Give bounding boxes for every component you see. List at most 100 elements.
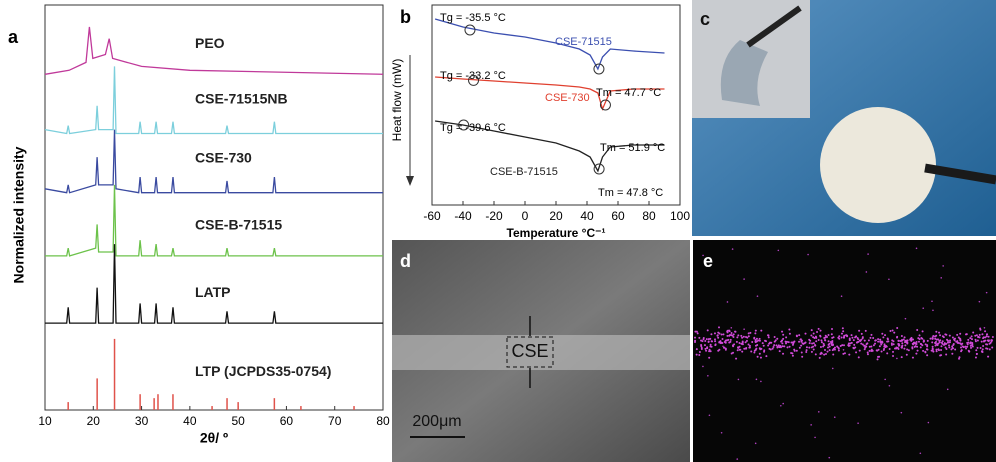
dot [924, 351, 926, 353]
dot [851, 334, 853, 336]
dot [800, 341, 802, 343]
sem-label: CSE [511, 341, 548, 361]
dot [749, 332, 751, 334]
dot [870, 350, 872, 352]
dot [859, 350, 861, 352]
dot [814, 344, 816, 346]
dot [756, 338, 758, 340]
dot [832, 354, 834, 356]
dot [897, 340, 899, 342]
dot [869, 337, 871, 339]
dot [815, 353, 817, 355]
dot [865, 330, 867, 332]
dot [759, 353, 761, 355]
dot [833, 336, 835, 338]
dot [714, 340, 716, 342]
dot [843, 336, 845, 338]
dot [709, 349, 711, 351]
dot [952, 337, 954, 339]
dot [738, 342, 740, 344]
dot [981, 341, 983, 343]
dot [883, 349, 885, 351]
dot [753, 351, 755, 353]
dot [730, 339, 732, 341]
dot [916, 341, 918, 343]
dot [953, 338, 955, 340]
dot [694, 340, 696, 342]
dot [958, 358, 960, 360]
dot [755, 443, 757, 445]
dot [698, 354, 700, 356]
dot [760, 381, 762, 383]
dot [976, 353, 978, 355]
dot [932, 335, 934, 337]
dot [893, 332, 895, 334]
x-tick-label: 20 [87, 414, 101, 428]
dot [842, 330, 844, 332]
dot [838, 349, 840, 351]
x-tick-label: 20 [549, 209, 563, 223]
dot [920, 452, 922, 454]
dot [756, 379, 758, 381]
dot [851, 342, 853, 344]
dot [884, 334, 886, 336]
x-tick-label: 100 [670, 209, 690, 223]
dot [932, 346, 934, 348]
y-axis-label: Normalized intensity [11, 146, 27, 283]
dot [757, 295, 759, 297]
dot [889, 348, 891, 350]
dot [841, 336, 843, 338]
x-tick-label: 70 [328, 414, 342, 428]
dot [736, 458, 738, 460]
dot [942, 340, 944, 342]
dot [721, 334, 723, 336]
dot [919, 334, 921, 336]
dot [706, 347, 708, 349]
dot [708, 357, 710, 359]
dot [759, 340, 761, 342]
dot [841, 295, 843, 297]
dot [813, 337, 815, 339]
dot [896, 327, 898, 329]
dot [709, 414, 711, 416]
dot [865, 346, 867, 348]
dot [774, 336, 776, 338]
dot [937, 344, 939, 346]
dot [743, 278, 745, 280]
dot [836, 345, 838, 347]
dot [741, 337, 743, 339]
dot [858, 356, 860, 358]
dot [934, 342, 936, 344]
dot [901, 412, 903, 414]
dot [808, 347, 810, 349]
dot [703, 337, 705, 339]
dot [739, 346, 741, 348]
dot [721, 342, 723, 344]
dot [776, 344, 778, 346]
dot [945, 343, 947, 345]
dot [982, 351, 984, 353]
dot [710, 333, 712, 335]
dot [936, 350, 938, 352]
dot [982, 337, 984, 339]
dot [708, 338, 710, 340]
dot [892, 340, 894, 342]
dot [905, 318, 907, 320]
dot [736, 336, 738, 338]
dot [825, 353, 827, 355]
film-disk [820, 107, 936, 223]
dot [884, 343, 886, 345]
dot [737, 334, 739, 336]
dot [824, 339, 826, 341]
dot [722, 345, 724, 347]
dot [862, 336, 864, 338]
dot [869, 350, 871, 352]
dot [892, 351, 894, 353]
dot [727, 301, 729, 303]
dot [814, 437, 816, 439]
dot [751, 341, 753, 343]
dot [901, 356, 903, 358]
dot [897, 347, 899, 349]
dot [953, 343, 955, 345]
dot [972, 331, 974, 333]
